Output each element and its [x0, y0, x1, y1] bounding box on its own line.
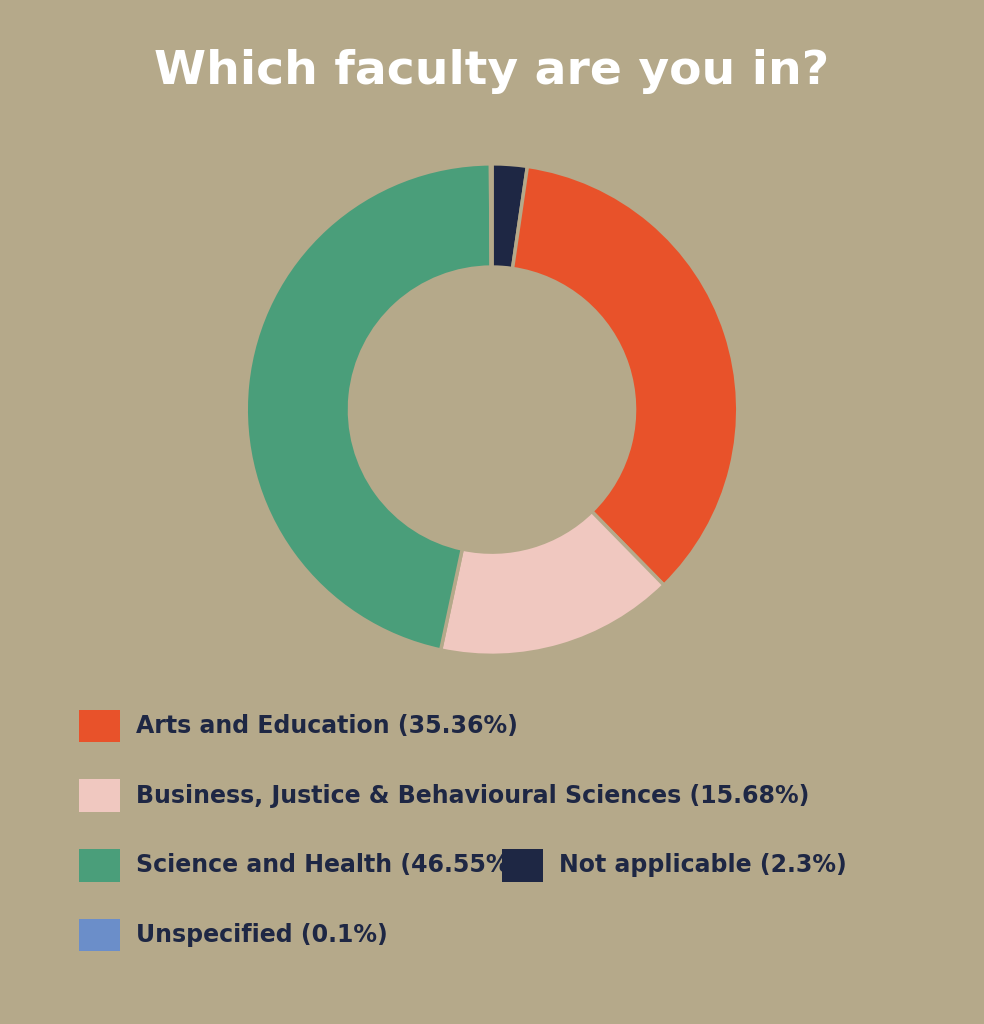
Wedge shape — [490, 164, 492, 267]
Text: Unspecified (0.1%): Unspecified (0.1%) — [136, 923, 388, 947]
Wedge shape — [492, 164, 527, 268]
Text: Not applicable (2.3%): Not applicable (2.3%) — [559, 853, 846, 878]
Text: Arts and Education (35.36%): Arts and Education (35.36%) — [136, 714, 518, 738]
Text: Business, Justice & Behavioural Sciences (15.68%): Business, Justice & Behavioural Sciences… — [136, 783, 809, 808]
Text: Which faculty are you in?: Which faculty are you in? — [154, 49, 830, 94]
Wedge shape — [441, 511, 664, 655]
Wedge shape — [513, 167, 738, 585]
Text: Science and Health (46.55%): Science and Health (46.55%) — [136, 853, 520, 878]
Wedge shape — [246, 164, 491, 650]
